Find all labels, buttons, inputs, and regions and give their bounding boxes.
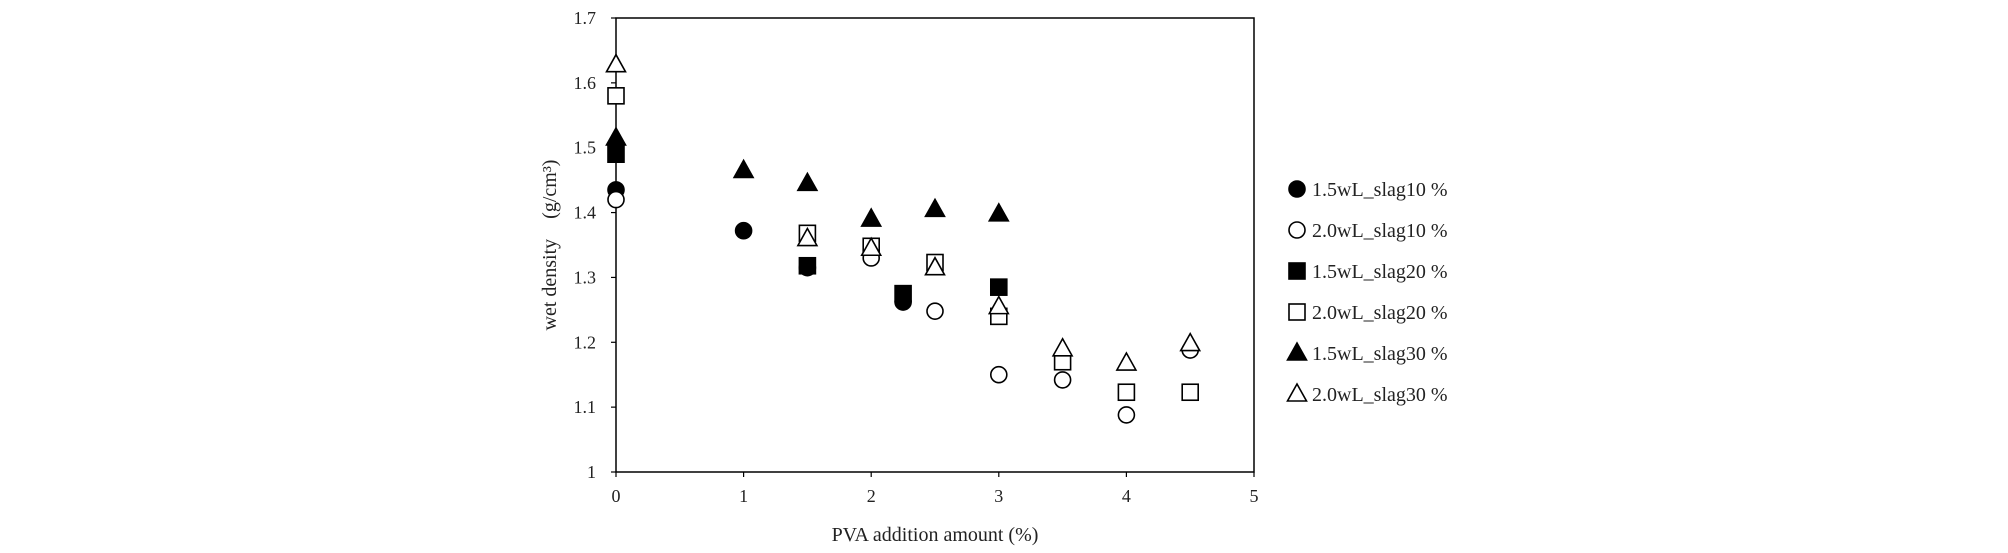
data-point-series-5: [605, 126, 627, 146]
y-axis-title: wet density (g/cm³): [539, 160, 561, 331]
x-tick-label: 1: [739, 486, 748, 506]
y-tick-label: 1.5: [574, 138, 597, 158]
data-point-series-6: [860, 236, 883, 257]
x-tick-label: 5: [1250, 486, 1259, 506]
data-point-series-5: [860, 207, 883, 227]
data-point-series-6: [987, 294, 1010, 315]
legend-label-1: 1.5wL_slag10 %: [1312, 179, 1448, 201]
plot-area: [615, 17, 1255, 473]
data-point-series-4: [1181, 383, 1199, 402]
legend-marker-4: [1288, 303, 1306, 321]
legend: 1.5wL_slag10 % 2.0wL_slag10 % 1.5wL_slag20…: [1286, 179, 1448, 406]
data-point-series-5: [796, 171, 819, 192]
legend-label-4: 2.0wL_slag20 %: [1312, 302, 1448, 324]
legend-marker-1: [1288, 180, 1306, 198]
data-point-series-3: [894, 284, 912, 303]
data-point-series-5: [924, 197, 946, 218]
x-axis-title: PVA addition amount (%): [832, 524, 1039, 546]
legend-marker-2: [1288, 221, 1306, 239]
data-points: [605, 53, 1202, 424]
data-point-series-3: [989, 278, 1008, 296]
legend-label-6: 2.0wL_slag30 %: [1312, 384, 1448, 406]
data-point-series-3: [607, 145, 625, 163]
data-point-series-6: [796, 226, 819, 247]
data-point-series-1: [734, 221, 753, 240]
data-point-series-2: [1117, 406, 1136, 424]
data-point-series-6: [1179, 331, 1202, 352]
y-tick-label: 1.7: [574, 8, 597, 28]
data-point-series-6: [1115, 351, 1138, 371]
legend-marker-6: [1286, 382, 1308, 402]
y-tick-label: 1.2: [574, 332, 597, 352]
data-point-series-6: [924, 256, 946, 276]
x-tick-label: 0: [612, 486, 621, 506]
data-point-series-5: [987, 202, 1010, 222]
data-point-series-4: [607, 87, 625, 105]
data-point-series-6: [605, 53, 627, 73]
data-point-series-2: [989, 365, 1008, 384]
legend-label-3: 1.5wL_slag20 %: [1312, 261, 1448, 283]
x-tick-label: 2: [867, 486, 876, 506]
legend-marker-3: [1288, 262, 1306, 280]
data-point-series-4: [1117, 383, 1136, 402]
x-tick-label: 3: [994, 486, 1003, 506]
y-tick-label: 1: [587, 462, 596, 482]
y-tick-label: 1.4: [574, 203, 597, 223]
legend-label-2: 2.0wL_slag10 %: [1312, 220, 1448, 242]
x-tick-label: 4: [1122, 486, 1131, 506]
y-axis-ticks: 1 1.1 1.2 1.3 1.4 1.5 1.6 1.7: [574, 8, 616, 482]
y-tick-label: 1.3: [574, 267, 597, 287]
legend-marker-5: [1286, 341, 1308, 361]
y-tick-label: 1.1: [574, 397, 597, 417]
x-axis-ticks: 0 1 2 3 4 5: [612, 472, 1259, 506]
data-point-series-2: [607, 190, 625, 209]
data-point-series-2: [1053, 371, 1072, 389]
y-tick-label: 1.6: [574, 73, 597, 93]
data-point-series-2: [926, 302, 944, 320]
data-point-series-3: [798, 256, 817, 275]
data-point-series-5: [732, 158, 755, 179]
legend-label-5: 1.5wL_slag30 %: [1312, 343, 1448, 365]
data-point-series-6: [1051, 337, 1074, 357]
